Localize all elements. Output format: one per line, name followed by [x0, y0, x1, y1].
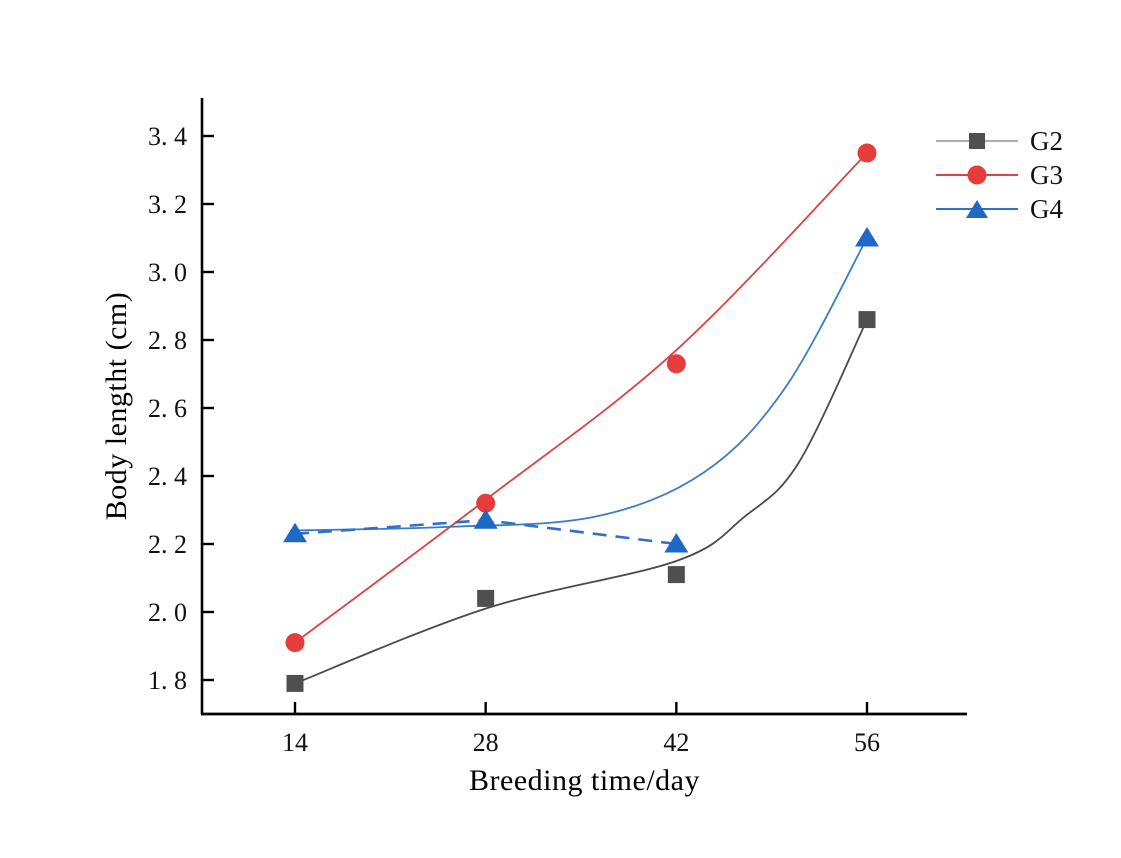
marker-G4-28: [473, 509, 498, 529]
legend-label-g2: G2: [1030, 125, 1063, 156]
y-tick-label: 2. 4: [148, 462, 187, 491]
legend-swatch-G2: [936, 130, 1018, 152]
y-tick-label: 2. 6: [148, 394, 187, 423]
series-G2-fit-line: [294, 319, 868, 685]
circle-marker-icon: [967, 165, 987, 185]
legend: G2 G3 G4: [936, 124, 1063, 226]
marker-G3-56: [857, 143, 877, 163]
marker-G4-42: [664, 533, 689, 553]
series-G3-fit-line: [294, 152, 868, 644]
legend-item-g2: G2: [936, 124, 1063, 158]
y-tick-label: 3. 4: [148, 122, 187, 151]
marker-G4-14: [283, 522, 307, 543]
marker-G2-56: [858, 311, 876, 329]
square-marker-icon: [969, 133, 985, 149]
x-axis-title: Breeding time/day: [469, 764, 700, 797]
x-tick-label: 56: [854, 728, 880, 757]
legend-swatch-G3: [936, 164, 1018, 186]
x-tick-label: 28: [473, 728, 499, 757]
marker-G2-42: [667, 566, 685, 584]
marker-G2-28: [477, 589, 495, 607]
legend-swatch-G4: [936, 198, 1018, 220]
y-tick-label: 2. 0: [148, 598, 187, 627]
legend-item-g4: G4: [936, 192, 1063, 226]
triangle-marker-icon: [966, 200, 988, 218]
legend-label-g4: G4: [1030, 193, 1063, 224]
x-tick-label: 14: [282, 728, 308, 757]
marker-G2-14: [286, 674, 304, 692]
legend-label-g3: G3: [1030, 159, 1063, 190]
legend-item-g3: G3: [936, 158, 1063, 192]
marker-G4-56: [855, 227, 879, 247]
y-tick-label: 1. 8: [148, 666, 187, 695]
y-axis-title: Body lengtht (cm): [100, 291, 133, 521]
x-tick-label: 42: [663, 728, 689, 757]
marker-G3-28: [476, 493, 496, 513]
marker-G3-14: [285, 633, 305, 653]
marker-G3-42: [666, 354, 686, 374]
series-G4-fit-line: [294, 237, 868, 532]
y-tick-label: 3. 2: [148, 190, 187, 219]
y-tick-label: 2. 2: [148, 530, 187, 559]
y-tick-label: 3. 0: [148, 258, 187, 287]
y-tick-label: 2. 8: [148, 326, 187, 355]
